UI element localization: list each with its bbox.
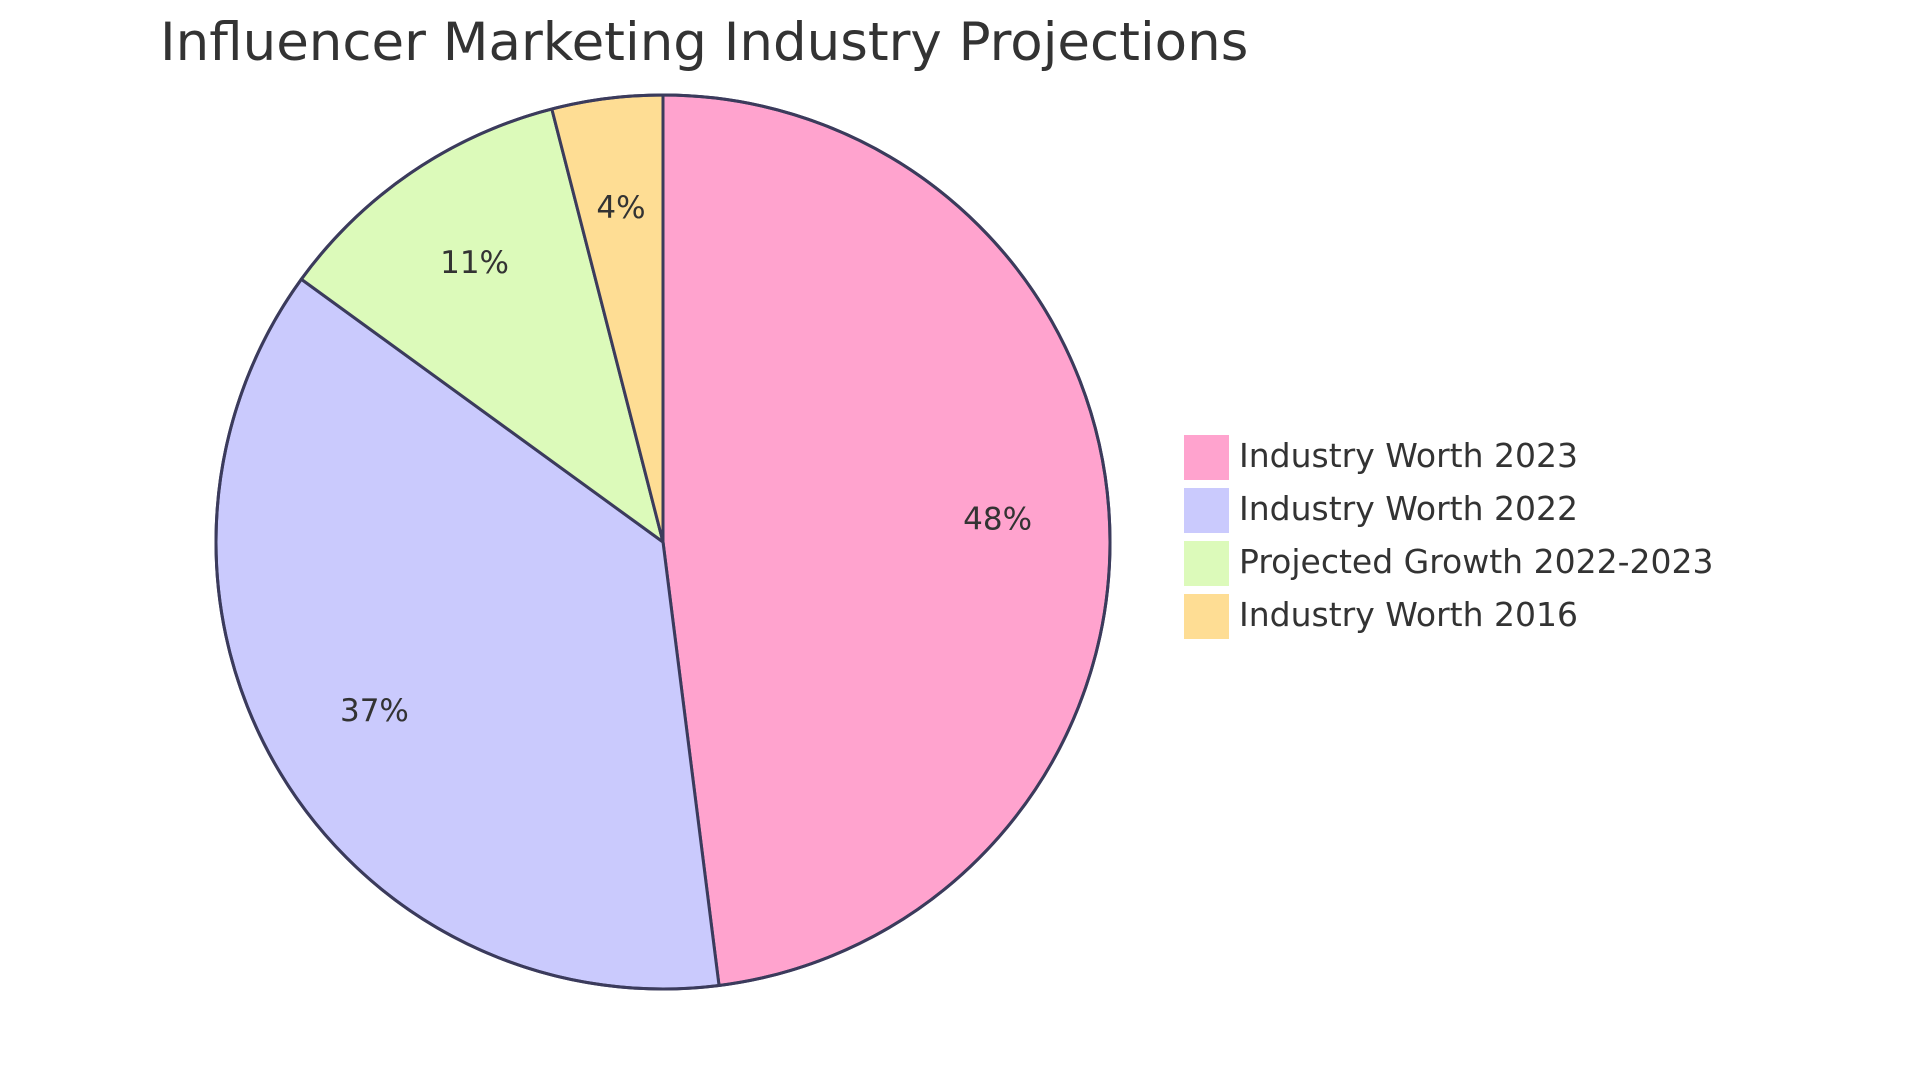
legend-item-projected-growth-2022-2023: Projected Growth 2022-2023 bbox=[1184, 541, 1713, 586]
legend: Industry Worth 2023 Industry Worth 2022 Pr… bbox=[1184, 435, 1713, 639]
legend-item-industry-worth-2023: Industry Worth 2023 bbox=[1184, 435, 1578, 480]
legend-swatch-industry-worth-2022 bbox=[1184, 488, 1229, 533]
pie-slice-labels: 48% 37% 11% 4% bbox=[340, 190, 1032, 729]
pie-slice-industry-worth-2023 bbox=[661, 93, 1112, 987]
pie-slices bbox=[214, 93, 1112, 991]
legend-item-industry-worth-2022: Industry Worth 2022 bbox=[1184, 488, 1578, 533]
legend-label-projected-growth-2022-2023: Projected Growth 2022-2023 bbox=[1239, 542, 1713, 581]
legend-label-industry-worth-2022: Industry Worth 2022 bbox=[1239, 489, 1578, 528]
legend-swatch-projected-growth-2022-2023 bbox=[1184, 541, 1229, 586]
legend-swatch-industry-worth-2016 bbox=[1184, 594, 1229, 639]
slice-label-industry-worth-2022: 37% bbox=[340, 693, 409, 729]
legend-label-industry-worth-2023: Industry Worth 2023 bbox=[1239, 436, 1578, 475]
slice-label-projected-growth-2022-2023: 11% bbox=[440, 245, 509, 281]
slice-label-industry-worth-2023: 48% bbox=[963, 501, 1032, 537]
legend-item-industry-worth-2016: Industry Worth 2016 bbox=[1184, 594, 1578, 639]
legend-label-industry-worth-2016: Industry Worth 2016 bbox=[1239, 595, 1578, 634]
chart-title: Influencer Marketing Industry Projection… bbox=[160, 12, 1248, 73]
pie-outline bbox=[214, 93, 1112, 991]
slice-label-industry-worth-2016: 4% bbox=[596, 190, 645, 226]
legend-swatch-industry-worth-2023 bbox=[1184, 435, 1229, 480]
